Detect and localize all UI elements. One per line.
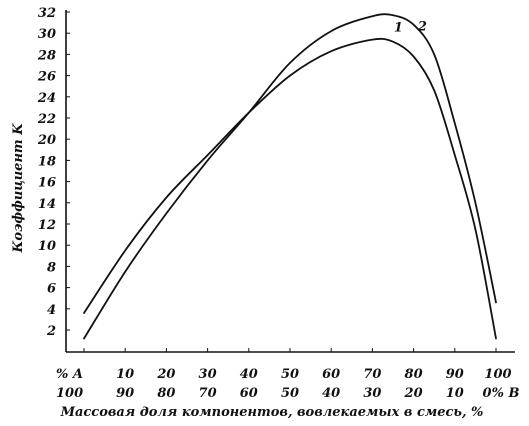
y-tick-label: 10 — [38, 239, 56, 254]
series-line-2 — [83, 13, 497, 340]
x-tick-label-a: 100 — [484, 367, 511, 382]
x-tick-label-a: 40 — [240, 367, 258, 382]
y-tick-label: 32 — [38, 6, 56, 21]
x-tick-label-a: 50 — [281, 367, 299, 382]
x-tick-label-b: 30 — [363, 386, 381, 401]
y-tick-label: 14 — [38, 197, 56, 212]
x-tick-label-b: 90 — [116, 386, 134, 401]
y-tick-label: 20 — [37, 133, 56, 148]
x-tick-label-a: 10 — [116, 367, 134, 382]
x-tick-label-a: 20 — [156, 367, 175, 382]
x-tick-label-a: 90 — [446, 367, 464, 382]
x-tick-label-a: 70 — [363, 367, 381, 382]
x-tick-label-b: 40 — [322, 386, 340, 401]
y-tick-label: 4 — [47, 303, 56, 318]
x-tick-labels: % A 100 10 90 20 80 30 70 40 60 50 50 60 40 70 30 80 20 90… — [56, 348, 519, 401]
series-curves — [83, 13, 497, 340]
x-tick-label-b: 20 — [404, 386, 423, 401]
y-tick-label: 28 — [37, 48, 56, 63]
x-tick-label-b: 50 — [281, 386, 299, 401]
y-tick-label: 2 — [46, 324, 56, 339]
x-tick-label-b: 100 — [56, 386, 83, 401]
y-axis-title: Коэффициент K — [11, 123, 26, 254]
series-label-1: 1 — [394, 20, 403, 35]
y-tick-label: 6 — [47, 282, 56, 297]
x-tick-label-b: 80 — [157, 386, 175, 401]
y-tick-label: 30 — [38, 27, 56, 42]
y-tick-label: 8 — [47, 260, 56, 275]
x-tick-label-a: 80 — [405, 367, 423, 382]
x-tick-label-b: 60 — [240, 386, 258, 401]
y-tick-label: 18 — [38, 154, 56, 169]
y-tick-label: 24 — [37, 91, 56, 106]
series-label-2: 2 — [417, 20, 427, 35]
x-tick-label-a: % A — [56, 367, 83, 382]
y-tick-label: 26 — [37, 70, 56, 85]
x-tick-label-b: 10 — [446, 386, 464, 401]
x-tick-label-a: 30 — [199, 367, 217, 382]
x-axis-title: Массовая доля компонентов, вовлекаемых в… — [60, 405, 484, 420]
series-line-1 — [83, 37, 497, 340]
y-tick-label: 22 — [37, 112, 56, 127]
y-tick-label: 12 — [38, 218, 56, 233]
y-tick-label: 16 — [38, 176, 56, 191]
x-tick-label-b: 70 — [199, 386, 217, 401]
x-tick-label-b: 0% B — [483, 386, 520, 401]
x-tick-label-a: 60 — [322, 367, 340, 382]
